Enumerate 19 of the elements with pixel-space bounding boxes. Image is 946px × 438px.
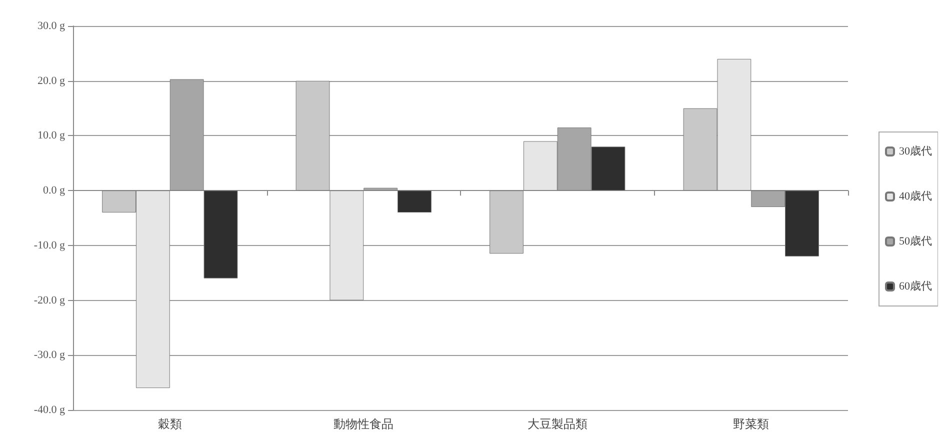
y-tick-label: -10.0 g — [34, 239, 66, 252]
x-tick-label: 野菜類 — [733, 417, 770, 431]
legend-label: 50歳代 — [899, 234, 932, 248]
x-tick-label: 穀類 — [158, 417, 182, 431]
x-tick-label: 大豆製品類 — [527, 417, 588, 431]
y-tick-label: 0.0 g — [43, 184, 66, 197]
y-tick-label: -40.0 g — [34, 404, 66, 416]
y-tick-label: 10.0 g — [38, 130, 66, 142]
legend-label: 40歳代 — [899, 190, 932, 202]
legend-label: 60歳代 — [899, 280, 932, 292]
y-tick-label: 20.0 g — [38, 74, 66, 87]
bar — [490, 190, 524, 254]
bar — [364, 188, 398, 191]
y-tick-label: -30.0 g — [34, 349, 66, 362]
legend-label: 30歳代 — [899, 144, 932, 158]
y-tick-label: -20.0 g — [34, 294, 66, 306]
bar — [398, 190, 432, 213]
y-tick-label: 30.0 g — [38, 20, 66, 32]
x-tick-label: 動物性食品 — [334, 417, 394, 431]
